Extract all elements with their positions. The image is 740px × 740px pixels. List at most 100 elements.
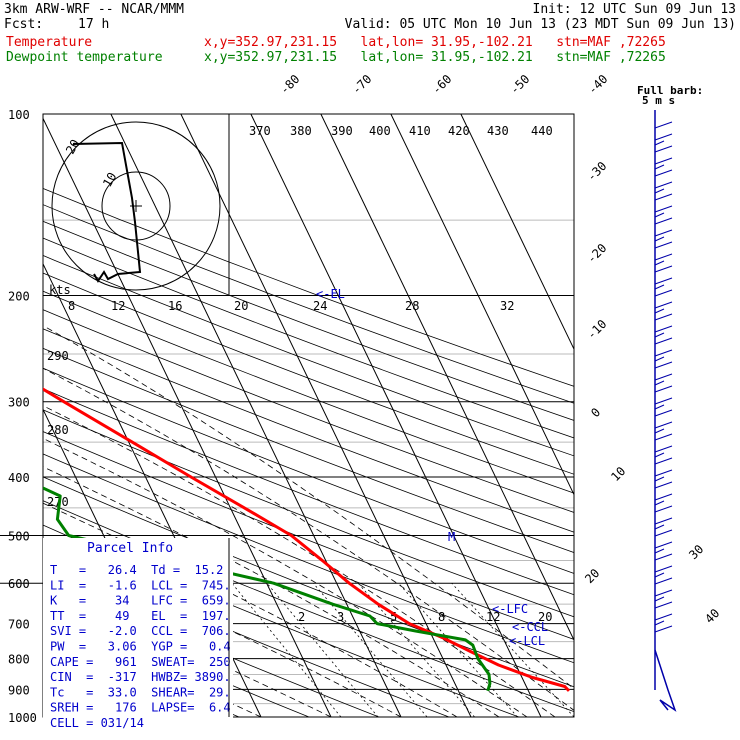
wind-barb <box>654 121 673 129</box>
wind-barb <box>654 265 673 273</box>
isotherm-label: -40 <box>585 72 610 97</box>
ccl-marker: <-CCL <box>512 620 548 634</box>
isotherm-line <box>320 114 574 642</box>
hodograph-ring-label: 10 <box>100 170 119 190</box>
hodograph-ring-label: 20 <box>63 137 82 157</box>
wind-barb <box>654 613 673 621</box>
model-title: 3km ARW-WRF -- NCAR/MMM <box>4 2 185 17</box>
pressure-label: 900 <box>8 683 30 697</box>
mixing-ratio-line <box>231 582 342 717</box>
dry-adiabat-line <box>43 347 574 553</box>
parcel-info-box: Parcel Info T = 26.4 Td = 15.2LI = -1.6 L… <box>43 538 233 730</box>
wind-barb <box>654 548 665 554</box>
isotherm-line <box>110 114 402 717</box>
wind-barb <box>654 349 673 357</box>
wind-barb <box>654 457 673 465</box>
dry-adiabat-line <box>43 220 574 421</box>
wind-barb <box>654 433 673 441</box>
wind-barb <box>654 337 673 345</box>
dewpoint-location: x,y=352.97,231.15 lat,lon= 31.95,-102.21… <box>204 50 666 65</box>
wind-barb <box>654 517 673 525</box>
wind-barb <box>654 373 673 381</box>
wind-barb <box>654 133 673 141</box>
el-marker: <-EL <box>316 287 345 301</box>
wind-barb <box>654 541 673 549</box>
theta-label: 400 <box>369 124 391 138</box>
wind-speed-label: 24 <box>313 299 327 313</box>
pressure-label: 500 <box>8 529 30 543</box>
isotherm-label: 20 <box>582 566 602 586</box>
wind-barb <box>654 253 673 261</box>
isotherm-label: 40 <box>702 606 722 626</box>
parcel-info-row: Tc = 33.0 SHEAR= 29. <box>50 685 231 699</box>
wind-barb <box>654 596 665 602</box>
wind-barb <box>654 493 673 501</box>
dry-adiabat-line <box>43 187 574 387</box>
dry-adiabat-line <box>43 576 380 717</box>
wind-barb <box>654 140 665 146</box>
theta-label: 370 <box>249 124 271 138</box>
dewpoint-legend: Dewpoint temperature <box>6 50 163 65</box>
mixing-ratio-label: 8 <box>438 610 445 624</box>
wind-barb <box>654 452 665 458</box>
dry-adiabat-line <box>43 290 574 494</box>
wind-barb <box>654 205 673 213</box>
mixing-ratio-label: 2 <box>298 610 305 624</box>
parcel-info-row: K = 34 LFC = 659. <box>50 594 231 608</box>
isotherm-label: 30 <box>686 542 706 562</box>
forecast-label: Fcst: <box>4 17 44 32</box>
wind-barbs <box>654 110 677 712</box>
dry-adiabat-line <box>43 409 574 618</box>
wind-barb <box>654 404 665 410</box>
isotherm-line <box>250 114 542 717</box>
wind-barb <box>654 421 673 429</box>
wind-barb <box>654 428 665 434</box>
wind-barb <box>654 181 673 189</box>
isotherm-label: -80 <box>277 72 302 97</box>
hodograph-trace <box>72 141 142 283</box>
mixing-ratio-label: 5 <box>390 610 397 624</box>
init-time: Init: 12 UTC Sun 09 Jun 13 <box>532 2 737 17</box>
wind-barb <box>654 380 665 386</box>
wind-speed-label: 32 <box>500 299 514 313</box>
wind-speed-label: 12 <box>111 299 125 313</box>
parcel-info-row: PW = 3.06 YGP = 0.4 <box>50 640 231 654</box>
wind-barb <box>654 409 673 417</box>
wind-speed-label: 28 <box>405 299 419 313</box>
barb-legend-units: 5 m s <box>642 94 675 107</box>
wind-barb <box>654 445 673 453</box>
wind-barb <box>654 356 665 362</box>
parcel-info-row: CELL = 031/14 <box>50 716 144 730</box>
theta-label: 280 <box>47 423 69 437</box>
temperature-legend: Temperature <box>6 35 93 50</box>
temperature-line <box>43 387 571 692</box>
moist-adiabat-line <box>43 367 574 711</box>
wind-barb <box>654 620 665 626</box>
wind-barb <box>654 301 673 309</box>
mixing-ratio-label: 3 <box>337 610 344 624</box>
wind-barb <box>654 157 673 165</box>
parcel-info-row: TT = 49 EL = 197. <box>50 609 231 623</box>
parcel-info-title: Parcel Info <box>87 541 173 556</box>
dry-adiabat-line <box>43 328 574 533</box>
wind-barb <box>654 145 673 153</box>
dry-adiabat-line <box>43 388 574 596</box>
pressure-label: 600 <box>8 577 30 591</box>
parcel-info-row: LI = -1.6 LCL = 745. <box>50 578 231 592</box>
pressure-label: 800 <box>8 653 30 667</box>
dry-adiabat-line <box>43 453 574 664</box>
theta-label: 390 <box>331 124 353 138</box>
isotherm-line <box>390 114 574 496</box>
wind-barb <box>654 193 673 201</box>
isotherm-label: -50 <box>507 72 532 97</box>
hodograph-ring <box>51 121 221 291</box>
wind-barb <box>654 284 665 290</box>
wind-barb <box>654 229 673 237</box>
dry-adiabat-line <box>43 237 574 439</box>
pressure-label: 100 <box>8 108 30 122</box>
isotherm-label: -20 <box>584 241 609 266</box>
parcel-info-row: CIN = -317 HWBZ= 3890. <box>50 670 231 684</box>
forecast-hour: 17 h <box>78 17 110 32</box>
theta-label: 380 <box>290 124 312 138</box>
wind-barb <box>654 397 673 405</box>
